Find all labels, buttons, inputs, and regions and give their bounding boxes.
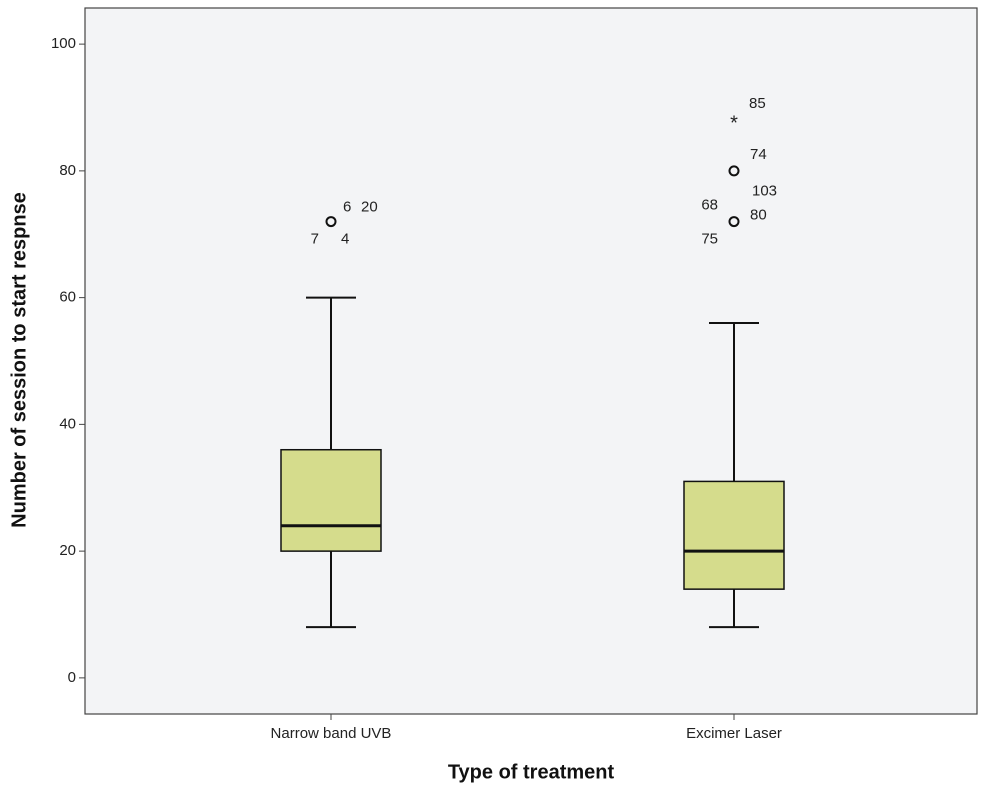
outlier-label: 68 (701, 197, 718, 214)
outlier-label: 4 (341, 231, 349, 248)
outlier-label: 85 (749, 95, 766, 112)
y-tick-label: 80 (59, 162, 76, 179)
outlier-label: 6 (343, 199, 351, 216)
outlier (728, 165, 740, 177)
outlier-label: 103 (752, 183, 777, 200)
y-tick-label: 60 (59, 289, 76, 306)
box (280, 448, 382, 552)
outlier-label: 74 (750, 146, 767, 163)
y-tick-label: 100 (51, 35, 76, 52)
plot-area (84, 7, 978, 715)
y-axis-title: Number of session to start respnse (8, 192, 30, 528)
box (683, 480, 785, 590)
outlier-label: 80 (750, 207, 767, 224)
outlier (728, 216, 740, 228)
outlier-label: 75 (701, 231, 718, 248)
outlier-label: 7 (311, 231, 319, 248)
y-tick-label: 0 (68, 669, 76, 686)
x-axis-title: Type of treatment (448, 761, 615, 783)
outlier (325, 216, 337, 228)
y-tick-label: 40 (59, 415, 76, 432)
x-tick-label: Excimer Laser (686, 725, 782, 742)
outlier-extreme: * (730, 112, 738, 134)
outlier-label: 20 (361, 199, 378, 216)
x-tick-label: Narrow band UVB (271, 725, 392, 742)
y-tick-label: 20 (59, 542, 76, 559)
